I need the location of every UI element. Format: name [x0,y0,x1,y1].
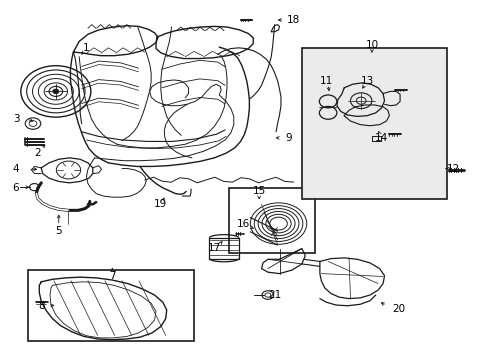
Text: 1: 1 [83,43,90,53]
Text: 13: 13 [360,76,373,86]
Bar [28,270,194,342]
Text: 5: 5 [55,226,62,236]
Text: 15: 15 [252,186,265,197]
Text: 11: 11 [319,76,332,86]
Circle shape [53,89,59,94]
Text: 10: 10 [365,40,378,50]
Text: 16: 16 [236,219,250,229]
Text: 19: 19 [154,199,167,209]
Text: 18: 18 [286,15,299,25]
Text: 12: 12 [446,163,459,174]
Text: 21: 21 [267,290,281,300]
Text: 4: 4 [13,164,19,174]
Text: 3: 3 [14,114,20,124]
Bar [228,188,315,253]
Text: 2: 2 [35,148,41,158]
Text: 6: 6 [13,183,19,193]
Text: 14: 14 [374,133,387,143]
Text: 8: 8 [38,301,44,311]
Text: 17: 17 [207,243,221,253]
Text: 7: 7 [109,271,115,281]
Text: 20: 20 [392,304,405,314]
Bar [301,48,446,199]
Text: 9: 9 [285,133,291,143]
